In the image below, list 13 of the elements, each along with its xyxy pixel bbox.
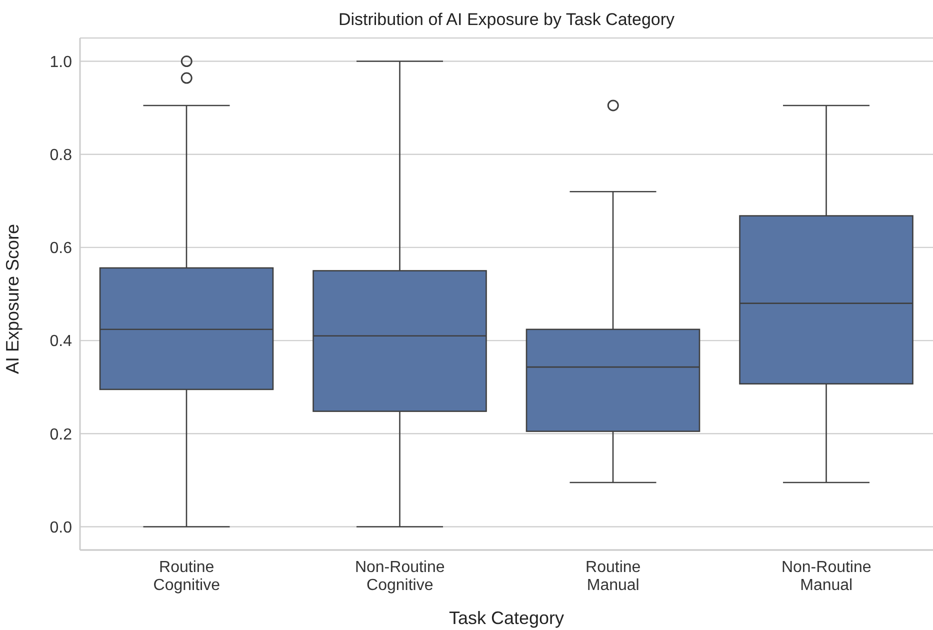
x-tick-label: Non-Routine Cognitive <box>354 559 445 594</box>
chart-title: Distribution of AI Exposure by Task Category <box>337 10 676 30</box>
y-tick-label: 0.2 <box>50 426 72 444</box>
x-tick-label: Routine Cognitive <box>153 559 220 594</box>
y-tick-label: 0.0 <box>50 519 72 536</box>
y-tick-label: 0.4 <box>50 333 72 350</box>
x-tick-label: Routine Manual <box>586 559 641 594</box>
y-tick-label: 0.6 <box>50 240 72 258</box>
y-axis-title: AI Exposure Score <box>2 224 22 374</box>
y-tick-label: 1.0 <box>50 54 72 71</box>
y-tick-label: 0.8 <box>50 147 72 164</box>
x-tick-label: Non-Routine Manual <box>781 559 872 594</box>
x-axis-title: Task Category <box>448 608 564 628</box>
